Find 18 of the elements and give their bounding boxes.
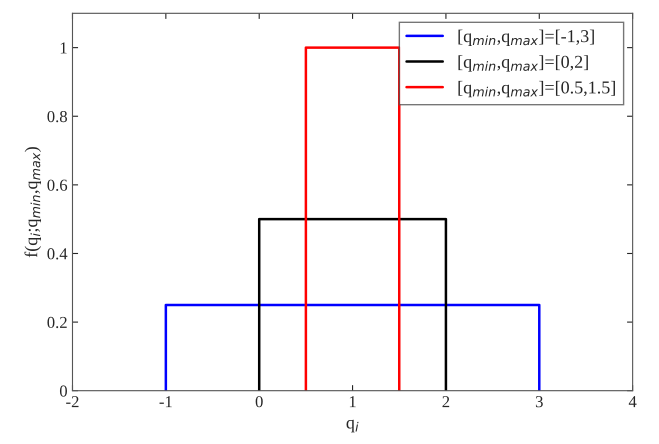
x-tick-label: 4: [628, 396, 637, 408]
x-axis-title: q$_{i}$: [346, 420, 359, 432]
y-tick-label: 0.6: [47, 180, 68, 191]
legend-label: [q$_{min}$,q$_{max}$]=[0,2]: [458, 55, 588, 72]
y-tick-label: 0.4: [47, 248, 68, 260]
y-tick-label: 0: [60, 385, 67, 397]
x-tick-label: -1: [160, 396, 172, 408]
x-tick-label: 2: [442, 396, 450, 408]
legend-label: [q$_{min}$,q$_{max}$]=[0.5,1.5]: [458, 80, 615, 98]
x-tick-label: -2: [66, 396, 79, 408]
x-tick-label: 3: [536, 396, 543, 408]
y-axis-title: f(q$_{i}$;q$_{min}$,q$_{max}$): [24, 147, 42, 258]
y-tick-label: 1: [60, 42, 67, 54]
x-tick-label: 0: [256, 396, 263, 408]
y-tick-label: 0.2: [47, 316, 67, 328]
x-tick-label: 1: [350, 396, 356, 408]
y-tick-label: 0.8: [47, 110, 67, 122]
legend-label: [q$_{min}$,q$_{max}$]=[-1,3]: [458, 30, 594, 46]
